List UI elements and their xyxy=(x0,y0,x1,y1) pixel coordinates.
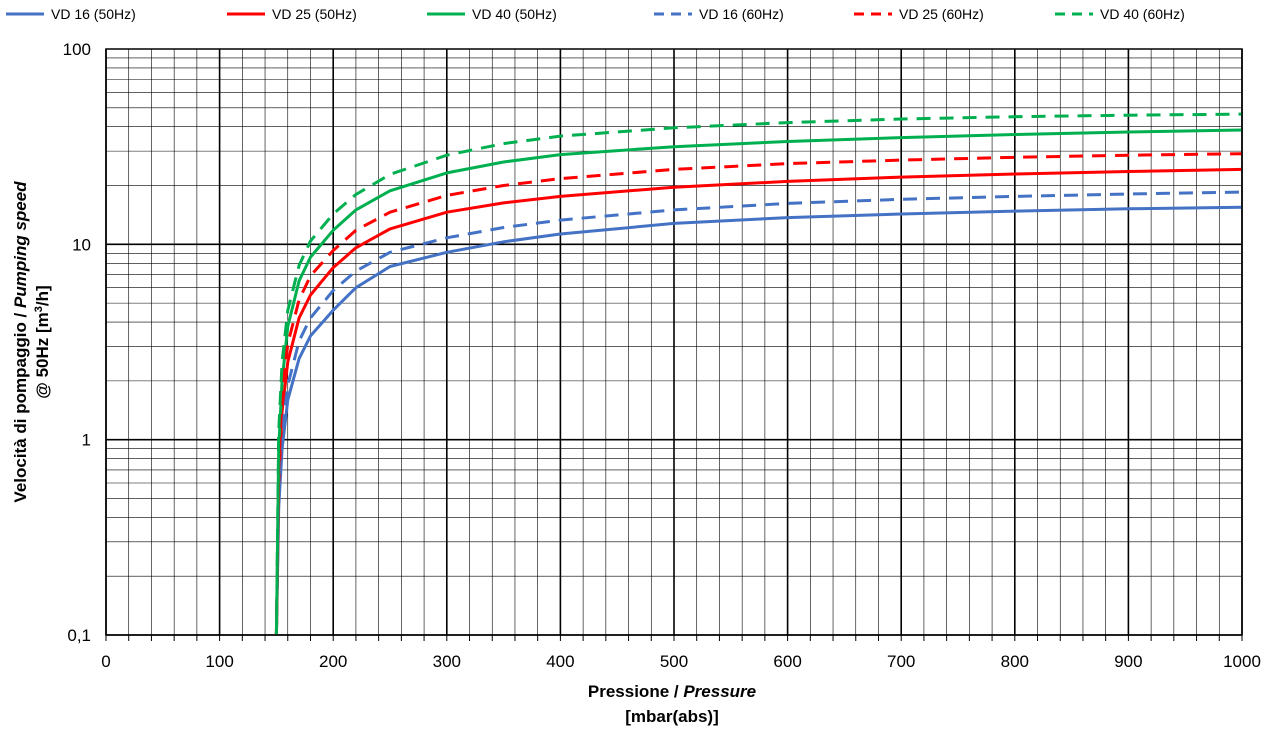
legend-label: VD 40 (50Hz) xyxy=(472,6,557,22)
x-axis-unit: [mbar(abs)] xyxy=(625,707,719,726)
legend-label: VD 25 (50Hz) xyxy=(272,6,357,22)
x-tick-label: 500 xyxy=(660,652,688,671)
series-lines xyxy=(274,112,1243,636)
legend-label: VD 16 (60Hz) xyxy=(699,6,784,22)
x-axis-title: Pressione / Pressure xyxy=(588,682,756,701)
y-tick-label: 100 xyxy=(63,40,91,59)
y-axis-unit: @ 50Hz [m3/h] xyxy=(33,285,52,398)
x-tick-label: 300 xyxy=(433,652,461,671)
x-tick-label: 700 xyxy=(887,652,915,671)
x-tick-label: 100 xyxy=(205,652,233,671)
x-tick-label: 600 xyxy=(773,652,801,671)
series-line-1 xyxy=(274,205,1243,636)
x-tick-label: 200 xyxy=(319,652,347,671)
legend-label: VD 25 (60Hz) xyxy=(899,6,984,22)
legend: VD 16 (50Hz) VD 25 (50Hz) VD 40 (50Hz) VD 1… xyxy=(6,6,1185,22)
y-tick-label: 10 xyxy=(72,235,91,254)
series-line-5 xyxy=(274,152,1243,636)
x-tick-label: 900 xyxy=(1114,652,1142,671)
x-tick-label: 400 xyxy=(546,652,574,671)
series-line-2 xyxy=(274,167,1243,636)
legend-label: VD 40 (60Hz) xyxy=(1100,6,1185,22)
y-tick-labels: 0,1 1 10 100 xyxy=(63,40,91,645)
series-line-6 xyxy=(274,112,1243,636)
x-tick-labels: 0 100 200 300 400 500 600 700 800 900 1000 xyxy=(101,652,1261,671)
x-tick-label: 800 xyxy=(1001,652,1029,671)
series-line-3 xyxy=(274,128,1243,636)
x-tick-label: 1000 xyxy=(1223,652,1261,671)
y-tick-label: 1 xyxy=(82,431,91,450)
legend-label: VD 16 (50Hz) xyxy=(51,6,136,22)
y-axis-title: Velocità di pompaggio / Pumping speed xyxy=(11,181,30,503)
plot-frame xyxy=(105,48,1243,636)
y-tick-label: 0,1 xyxy=(67,626,91,645)
x-tick-label: 0 xyxy=(101,652,110,671)
series-line-4 xyxy=(274,190,1243,636)
